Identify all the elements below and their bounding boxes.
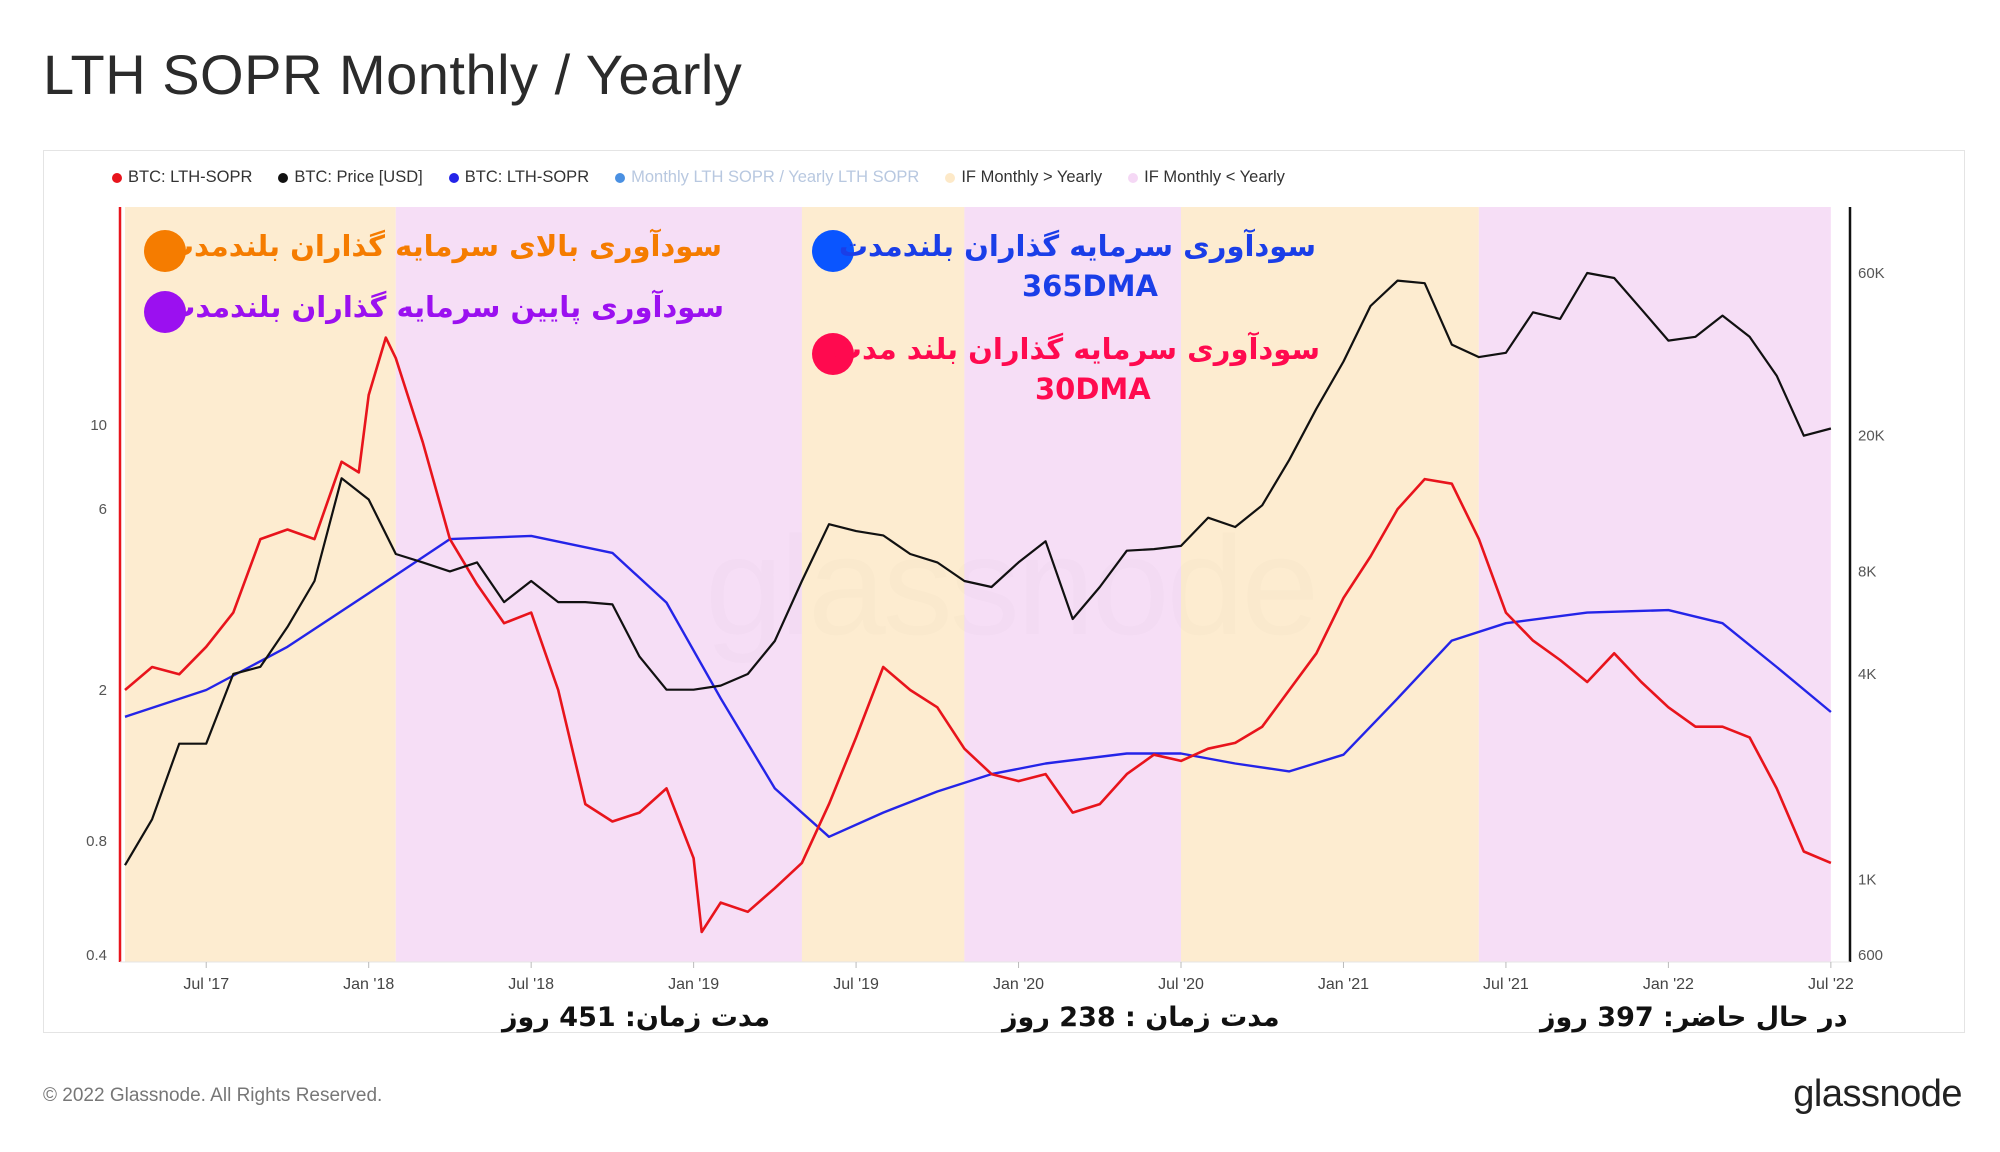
duration-3: در حال حاضر: 397 روز (1540, 1002, 1848, 1033)
x-tick-label: Jan '21 (1318, 976, 1369, 993)
copyright-text: © 2022 Glassnode. All Rights Reserved. (43, 1085, 383, 1106)
x-tick-label: Jul '20 (1158, 976, 1204, 993)
legend-item-band-below[interactable]: IF Monthly < Yearly (1128, 168, 1285, 187)
left-tick-label: 2 (99, 682, 107, 699)
right-tick-label: 8K (1858, 563, 1876, 580)
x-tick-label: Jul '21 (1483, 976, 1529, 993)
band-0 (125, 207, 396, 962)
band-2 (801, 207, 965, 962)
right-tick-label: 20K (1858, 428, 1885, 445)
series-lth-sopr-365dma (124, 534, 1832, 838)
left-tick-label: 6 (99, 501, 107, 518)
annotation-below: سودآوری پایین سرمایه گذاران بلندمدت (166, 290, 724, 324)
legend-label: IF Monthly > Yearly (961, 168, 1103, 186)
annotation-365dma-line1: سودآوری سرمایه گذاران بلندمدت (838, 229, 1316, 263)
blue-bullet-icon (812, 230, 854, 272)
orange-bullet-icon (144, 230, 186, 272)
series-btc-price (124, 271, 1832, 866)
right-tick-label: 4K (1858, 666, 1876, 683)
left-tick-label: 0.4 (86, 947, 107, 964)
duration-2: مدت زمان : 238 روز (1002, 1002, 1280, 1033)
right-tick-label: 60K (1858, 265, 1885, 282)
axes-layer: 0.4 0.8 2 6 10 600 1K 4K 8K 20K 60K Jul '17 Jan '18 J… (86, 207, 1885, 993)
legend-label: BTC: LTH-SOPR (464, 168, 590, 186)
chart-frame (43, 150, 1965, 1033)
x-tick-label: Jan '18 (343, 976, 394, 993)
legend-dot (448, 172, 459, 183)
band-5 (1478, 207, 1831, 962)
legend-label: Monthly LTH SOPR / Yearly LTH SOPR (631, 168, 920, 186)
annotation-365dma-line2: 365DMA (1022, 269, 1158, 303)
purple-bullet-icon (144, 291, 186, 333)
x-tick-label: Jul '22 (1808, 976, 1854, 993)
red-bullet-icon (812, 333, 854, 375)
legend-dot (1128, 172, 1139, 183)
x-tick-label: Jan '22 (1643, 976, 1694, 993)
right-tick-label: 1K (1858, 871, 1876, 888)
chart-legend: BTC: LTH-SOPR BTC: Price [USD] BTC: LTH-… (112, 168, 1285, 187)
x-tick-label: Jul '19 (833, 976, 879, 993)
legend-dot (112, 172, 122, 183)
annotation-30dma-line2: 30DMA (1035, 372, 1151, 406)
legend-item-ratio[interactable]: Monthly LTH SOPR / Yearly LTH SOPR (615, 168, 919, 187)
x-tick-label: Jul '18 (508, 976, 554, 993)
page-title: LTH SOPR Monthly / Yearly (43, 43, 743, 106)
duration-1: مدت زمان: 451 روز (502, 1002, 771, 1033)
legend-item-lth-sopr-365dma[interactable]: BTC: LTH-SOPR (448, 168, 590, 187)
legend-dot (615, 172, 626, 183)
legend-label: IF Monthly < Yearly (1144, 168, 1285, 186)
x-tick-label: Jul '17 (183, 976, 229, 993)
annotation-above: سودآوری بالای سرمایه گذاران بلندمدت (164, 229, 722, 263)
legend-dot (945, 172, 956, 183)
annotation-30dma-line1: سودآوری سرمایه گذاران بلند مدت (832, 332, 1320, 366)
band-1 (395, 207, 802, 962)
legend-item-band-above[interactable]: IF Monthly > Yearly (945, 168, 1102, 187)
legend-label: BTC: Price [USD] (294, 168, 423, 186)
x-tick-label: Jan '19 (668, 976, 719, 993)
legend-dot (278, 172, 289, 183)
legend-item-price[interactable]: BTC: Price [USD] (278, 168, 423, 187)
left-tick-label: 0.8 (86, 833, 107, 850)
right-tick-label: 600 (1858, 947, 1883, 964)
series-lth-sopr-30dma (124, 336, 1832, 934)
glassnode-logo: glassnode (1793, 1073, 1962, 1115)
x-tick-label: Jan '20 (993, 976, 1044, 993)
left-tick-label: 10 (90, 417, 107, 434)
band-4 (1181, 207, 1479, 962)
legend-item-lth-sopr-30dma[interactable]: BTC: LTH-SOPR (112, 168, 252, 187)
legend-label: BTC: LTH-SOPR (128, 168, 253, 186)
band-3 (964, 207, 1182, 962)
lines-layer (124, 271, 1832, 934)
